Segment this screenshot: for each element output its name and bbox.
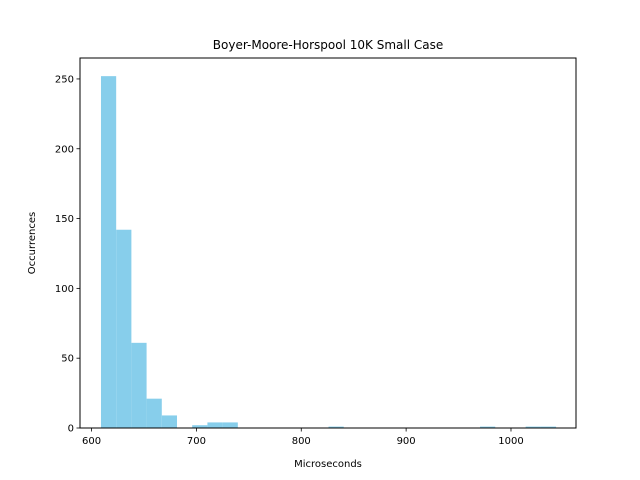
plot-frame bbox=[79, 57, 577, 429]
x-ticks-group: 600 700 800 900 1000 bbox=[82, 428, 524, 447]
histogram-bar bbox=[131, 342, 147, 428]
y-tick-label: 50 bbox=[61, 354, 74, 365]
y-tick-label: 250 bbox=[55, 74, 74, 85]
x-tick-label: 700 bbox=[187, 436, 206, 447]
x-tick-label: 1000 bbox=[498, 436, 523, 447]
histogram-bar bbox=[192, 425, 208, 428]
histogram-bar bbox=[146, 398, 162, 428]
y-tick-label: 100 bbox=[55, 284, 74, 295]
y-tick-label: 0 bbox=[68, 424, 74, 435]
y-tick-label: 150 bbox=[55, 214, 74, 225]
histogram-bar bbox=[480, 426, 496, 428]
y-axis-label: Occurrences bbox=[27, 212, 38, 274]
chart-title: Boyer-Moore-Horspool 10K Small Case bbox=[213, 38, 443, 52]
histogram-bar bbox=[100, 76, 117, 428]
x-tick-label: 600 bbox=[82, 436, 101, 447]
histogram-bar bbox=[116, 229, 132, 428]
histogram-bar bbox=[328, 426, 344, 428]
bars-group bbox=[100, 76, 557, 428]
histogram-bar bbox=[207, 422, 223, 428]
histogram-bar bbox=[540, 426, 557, 428]
x-tick-label: 900 bbox=[397, 436, 416, 447]
y-tick-label: 200 bbox=[55, 144, 74, 155]
x-axis-label: Microseconds bbox=[294, 459, 362, 470]
histogram-bar bbox=[161, 415, 177, 428]
histogram-bar bbox=[222, 422, 238, 428]
histogram-bar bbox=[525, 426, 541, 428]
y-ticks-group: 0 50 100 150 200 250 bbox=[55, 74, 80, 435]
x-tick-label: 800 bbox=[292, 436, 311, 447]
